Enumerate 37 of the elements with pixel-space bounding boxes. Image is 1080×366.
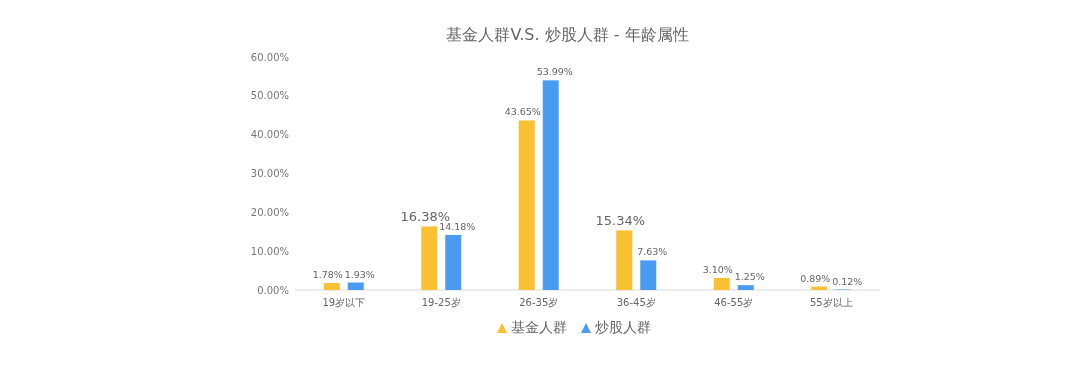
x-tick-label: 19-25岁 [421,297,461,308]
data-label: 0.89% [800,272,831,284]
data-label: 15.34% [595,213,646,229]
y-tick-label: 0.00% [257,284,289,296]
bar [542,80,559,290]
data-label: 3.10% [702,263,733,275]
bar [323,283,340,290]
y-tick-label: 40.00% [250,129,289,141]
chart-title: 基金人群V.S. 炒股人群 - 年龄属性 [446,25,689,44]
data-label: 53.99% [536,66,573,78]
data-label: 1.93% [344,268,375,280]
x-tick-label: 55岁以上 [809,297,853,308]
x-tick-label: 19岁以下 [322,297,366,308]
data-label: 1.78% [312,269,343,281]
data-label: 14.18% [439,220,476,232]
data-label: 1.25% [734,271,765,283]
bar [347,282,364,290]
bar [421,226,438,290]
bar [445,234,462,290]
bar [737,285,754,290]
y-tick-label: 50.00% [250,90,289,102]
y-tick-label: 20.00% [250,206,289,218]
y-tick-label: 30.00% [250,168,289,179]
x-tick-label: 46-55岁 [714,297,754,308]
data-label: 7.63% [637,246,668,258]
data-label: 0.12% [832,275,863,287]
x-tick-label: 36-45岁 [616,297,656,308]
bar [713,277,730,290]
bar [640,260,657,290]
legend-label: 炒股人群 [595,319,651,335]
bar [518,120,535,290]
legend-label: 基金人群 [511,319,567,335]
x-tick-label: 26-35岁 [519,297,559,308]
y-tick-label: 10.00% [250,245,289,257]
y-tick-label: 60.00% [250,51,289,63]
data-label: 43.65% [504,106,541,118]
bar [616,230,633,290]
